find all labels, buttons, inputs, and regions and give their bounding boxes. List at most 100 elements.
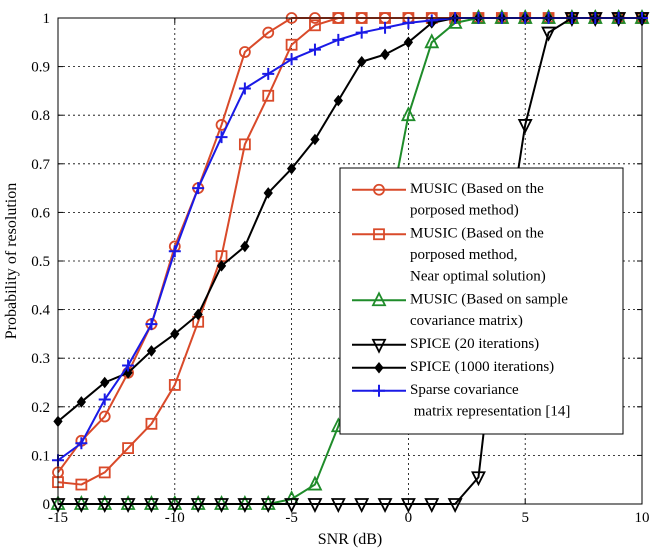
- legend-label: Near optimal solution): [410, 269, 546, 285]
- data-point: [143, 498, 159, 514]
- data-point: [214, 498, 229, 514]
- legend-label: MUSIC (Based on sample: [410, 292, 568, 308]
- data-point: [310, 133, 320, 146]
- legend-marker: [373, 384, 385, 397]
- data-point: [447, 13, 463, 29]
- x-axis-label: SNR (dB): [318, 531, 382, 548]
- data-point: [517, 119, 533, 134]
- legend-marker: [373, 228, 385, 241]
- data-point: [98, 410, 111, 423]
- x-tick-label: -5: [285, 510, 298, 526]
- data-point: [122, 359, 135, 372]
- data-point: [285, 38, 298, 51]
- y-tick-label: 0: [43, 497, 51, 513]
- y-tick-label: 0.4: [31, 303, 50, 319]
- legend-label: porposed method): [410, 203, 519, 219]
- data-point: [240, 240, 250, 253]
- data-point: [97, 498, 113, 514]
- legend-marker: [371, 338, 387, 354]
- data-point: [307, 475, 323, 491]
- data-point: [145, 318, 158, 331]
- legend-label: porposed method,: [410, 247, 517, 263]
- legend-marker: [371, 291, 387, 307]
- data-point: [309, 19, 321, 32]
- data-point: [262, 26, 275, 39]
- legend-entry: Sparse covariance matrix representation …: [352, 382, 570, 420]
- y-tick-label: 0.6: [31, 205, 50, 221]
- data-point: [192, 182, 205, 195]
- y-tick-label: 1: [43, 11, 51, 27]
- data-point: [237, 498, 253, 514]
- data-point: [357, 55, 367, 68]
- data-point: [76, 396, 87, 408]
- data-point: [216, 260, 227, 272]
- tick-labels: -15 -10 -5 0 5 10 0 0.1 0.2 0.3 0.4 0.5 0.6 0.7 0.8 0.9…: [31, 11, 649, 526]
- data-point: [75, 478, 88, 491]
- y-tick-label: 0.1: [31, 448, 50, 464]
- data-point: [332, 33, 345, 46]
- data-point: [333, 94, 343, 107]
- legend-label: Sparse covariance: [410, 382, 519, 398]
- plot-frame: [57, 17, 643, 505]
- x-tick-label: -15: [48, 510, 68, 526]
- data-point: [285, 53, 298, 66]
- data-point: [541, 26, 557, 42]
- y-tick-label: 0.3: [31, 351, 50, 367]
- data-point: [354, 498, 370, 514]
- data-point: [377, 498, 393, 514]
- data-point: [262, 89, 275, 102]
- legend-label: covariance matrix): [410, 313, 523, 329]
- legend-entry: MUSIC (Based on sample covariance matrix): [352, 291, 568, 329]
- data-point: [284, 498, 300, 514]
- data-point: [400, 498, 416, 514]
- data-point: [146, 345, 157, 357]
- data-point: [380, 48, 390, 61]
- legend-label: MUSIC (Based on the: [410, 181, 544, 197]
- x-tick-label: -10: [165, 510, 185, 526]
- y-tick-label: 0.7: [31, 157, 50, 173]
- data-point: [238, 82, 251, 95]
- x-tick-label: 10: [635, 510, 650, 526]
- data-point: [98, 466, 111, 479]
- data-point: [355, 26, 368, 39]
- data-point: [330, 498, 346, 514]
- data-point: [100, 376, 110, 389]
- data-point: [403, 36, 414, 49]
- data-point: [167, 498, 183, 514]
- data-point: [262, 67, 275, 80]
- data-point: [471, 471, 486, 487]
- data-point: [145, 417, 158, 430]
- legend-marker: [373, 183, 385, 196]
- data-point: [168, 245, 181, 258]
- data-point: [400, 106, 416, 122]
- data-point: [122, 442, 134, 455]
- data-point: [263, 187, 273, 199]
- legend-marker: [374, 361, 384, 374]
- data-point: [260, 498, 276, 514]
- data-point: [193, 308, 203, 321]
- x-tick-label: 0: [405, 510, 413, 526]
- data-point: [308, 43, 321, 56]
- y-tick-label: 0.9: [31, 60, 50, 76]
- legend-label: MUSIC (Based on the: [410, 226, 544, 242]
- x-tick-label: 5: [521, 510, 529, 526]
- data-point: [215, 131, 228, 144]
- data-point: [447, 498, 463, 514]
- data-point: [286, 162, 297, 175]
- data-point: [307, 498, 323, 514]
- data-point: [168, 379, 181, 391]
- data-point: [402, 16, 415, 29]
- data-point: [73, 498, 89, 514]
- y-tick-label: 0.5: [31, 254, 50, 270]
- data-point: [424, 498, 440, 514]
- data-point: [190, 498, 206, 514]
- data-point: [98, 393, 111, 406]
- legend-label: matrix representation [14]: [410, 404, 570, 420]
- legend-entry: MUSIC (Based on the porposed method, Near …: [352, 226, 546, 285]
- data-point: [425, 14, 438, 27]
- data-point: [379, 21, 392, 34]
- legend-entry: MUSIC (Based on the porposed method): [352, 181, 544, 219]
- y-axis-label: Probability of resolution: [3, 183, 20, 339]
